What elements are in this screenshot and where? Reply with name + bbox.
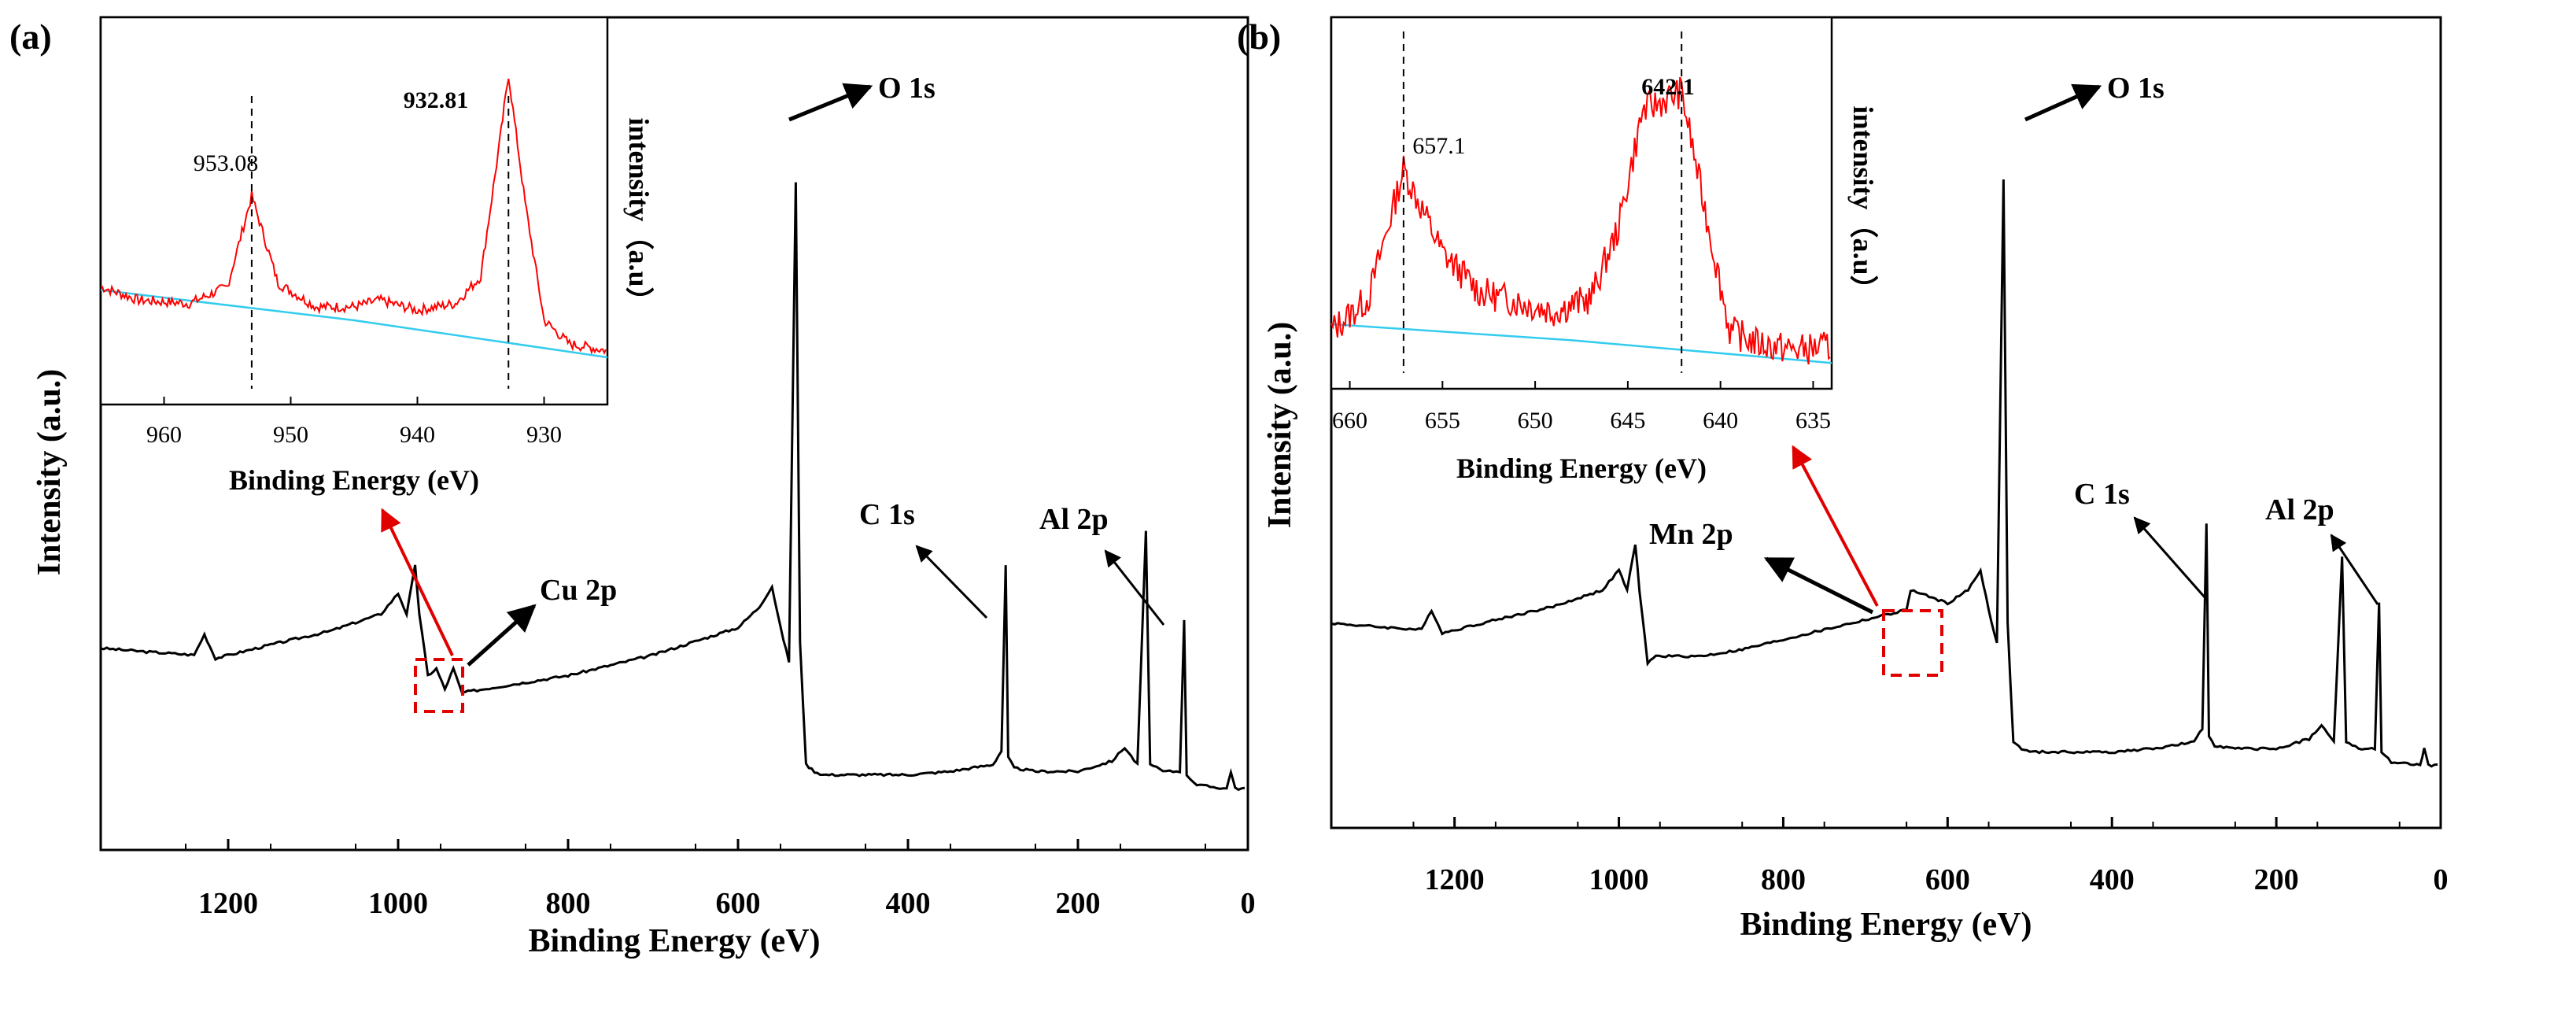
panel-a-inset-background-line — [100, 289, 608, 359]
panel-a-inset-peak-label-932: 932.81 — [404, 87, 469, 113]
panel-b-inset-x-tick-label: 650 — [1518, 408, 1553, 434]
panel-a-x-tick-label: 600 — [716, 887, 761, 920]
panel-b-inset-x-axis-label: Binding Energy (eV) — [1456, 453, 1707, 484]
panel-a-inset-pointer-arrow — [381, 508, 454, 656]
panel-a-x-tick-label: 1000 — [368, 887, 428, 920]
panel-a-inset-x-tick-label: 950 — [273, 422, 308, 448]
panel-a-axes-frame — [99, 16, 1249, 852]
panel-b-x-tick-label: 400 — [2090, 863, 2135, 896]
panel-a-inset-peak-label-953: 953.08 — [194, 150, 259, 176]
panel-b-c1s-arrow — [2133, 516, 2207, 599]
panel-a-y-axis-label: Intensity (a.u.) — [31, 369, 68, 576]
panel-a-cu2p-label: Cu 2p — [540, 574, 617, 607]
panel-a-x-tick-label: 200 — [1056, 887, 1101, 920]
panel-b-inset-x-tick-label: 635 — [1795, 408, 1831, 434]
panel-a-x-tick-label: 0 — [1241, 887, 1256, 920]
panel-a: (a) 1200 1000 800 600 400 200 0 Binding Energy… — [9, 16, 1256, 959]
panel-b: (b) 1200 1000 800 600 400 200 0 Binding Energy… — [1237, 16, 2449, 943]
panel-b-mn2p-highlight-box — [1882, 609, 1943, 677]
panel-b-c1s-label: C 1s — [2074, 478, 2130, 511]
panel-b-al2p-label: Al 2p — [2265, 493, 2334, 526]
panel-a-inset-y-axis-label: intensity（a.u） — [623, 117, 655, 315]
panel-b-inset-x-tick-label: 645 — [1610, 408, 1645, 434]
panel-b-mn2p-label: Mn 2p — [1649, 518, 1733, 551]
panel-a-inset-x-tick-label: 960 — [146, 422, 182, 448]
panel-b-o1s-label: O 1s — [2107, 72, 2165, 105]
panel-b-mn2p-arrow — [1763, 556, 1874, 615]
panel-a-c1s-arrow — [915, 545, 988, 619]
panel-b-o1s-arrow — [2024, 83, 2102, 122]
panel-b-x-axis-label: Binding Energy (eV) — [1740, 907, 2032, 943]
panel-b-x-ticks: 1200 1000 800 600 400 200 0 — [1330, 817, 2449, 896]
panel-a-inset-peak-markers — [250, 96, 510, 389]
panel-b-survey-line — [1330, 179, 2438, 768]
panel-a-cu2p-arrow — [467, 604, 537, 667]
panel-a-inset: 953.08 932.81 960 950 940 930 Binding Energ… — [99, 16, 655, 496]
panel-a-x-axis-label: Binding Energy (eV) — [528, 923, 820, 959]
panel-a-inset-frame — [99, 16, 609, 406]
panel-b-inset: 657.1 642.1 660 655 650 645 640 635 Binding E… — [1330, 16, 1879, 484]
panel-a-inset-cu2p-line — [100, 78, 607, 356]
panel-a-al2p-arrow — [1104, 549, 1165, 626]
panel-a-o1s-arrow — [788, 83, 873, 122]
panel-a-cu2p-highlight-box — [414, 658, 464, 713]
panel-b-inset-peak-label-642: 642.1 — [1641, 74, 1695, 100]
panel-b-inset-peak-markers — [1402, 31, 1683, 373]
panel-a-inset-x-ticks: 960 950 940 930 — [146, 397, 562, 448]
panel-b-x-tick-label: 1200 — [1425, 863, 1485, 896]
panel-a-al2p-label: Al 2p — [1039, 503, 1109, 536]
panel-a-inset-x-tick-label: 930 — [526, 422, 562, 448]
panel-a-survey-line — [100, 182, 1246, 792]
panel-b-inset-x-tick-label: 640 — [1703, 408, 1738, 434]
panel-a-x-tick-label: 800 — [546, 887, 591, 920]
panel-b-inset-x-tick-label: 655 — [1425, 408, 1460, 434]
panel-a-c1s-label: C 1s — [859, 498, 915, 531]
panel-b-inset-frame — [1330, 16, 1833, 390]
panel-b-label: (b) — [1237, 17, 1281, 57]
panel-b-x-tick-label: 200 — [2254, 863, 2299, 896]
panel-a-label: (a) — [9, 17, 52, 57]
panel-b-inset-background-line — [1330, 323, 1832, 364]
panel-b-inset-pointer-arrow — [1792, 445, 1879, 607]
panel-b-al2p-arrow — [2330, 534, 2379, 605]
panel-b-x-tick-label: 800 — [1761, 863, 1806, 896]
panel-b-inset-y-axis-label: intensity（a.u） — [1847, 105, 1879, 303]
panel-b-axes-frame — [1330, 16, 2442, 829]
panel-b-x-tick-label: 1000 — [1589, 863, 1649, 896]
panel-a-inset-x-axis-label: Binding Energy (eV) — [229, 464, 479, 496]
panel-b-inset-peak-label-657: 657.1 — [1412, 133, 1466, 159]
panel-a-x-tick-label: 1200 — [198, 887, 258, 920]
panel-a-o1s-label: O 1s — [878, 72, 936, 105]
panel-b-x-tick-label: 0 — [2434, 863, 2449, 896]
panel-b-y-axis-label: Intensity (a.u.) — [1262, 322, 1298, 529]
panel-b-inset-x-ticks: 660 655 650 645 640 635 — [1332, 381, 1831, 434]
panel-b-inset-mn2p-line — [1330, 76, 1831, 365]
panel-a-inset-x-tick-label: 940 — [400, 422, 435, 448]
panel-a-x-ticks: 1200 1000 800 600 400 200 0 — [100, 839, 1256, 920]
panel-a-x-tick-label: 400 — [886, 887, 931, 920]
panel-b-inset-x-tick-label: 660 — [1332, 408, 1367, 434]
panel-b-x-tick-label: 600 — [1925, 863, 1970, 896]
